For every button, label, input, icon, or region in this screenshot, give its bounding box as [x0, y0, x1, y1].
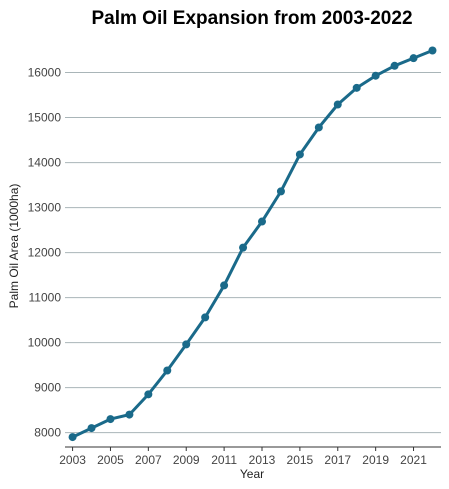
data-point-2006	[125, 411, 133, 419]
y-tick-label: 15000	[28, 111, 62, 125]
series-line	[73, 51, 433, 438]
y-axis-ticks: 8000 9000 10000 11000 12000 13000 14000 15000 16…	[28, 66, 62, 440]
data-point-2020	[391, 62, 399, 70]
x-tick-label: 2013	[249, 453, 276, 467]
data-point-2014	[277, 187, 285, 195]
data-point-2003	[69, 433, 77, 441]
data-point-2015	[296, 150, 304, 158]
data-point-2012	[239, 244, 247, 252]
x-tick-label: 2011	[211, 453, 237, 467]
data-point-2008	[163, 366, 171, 374]
data-point-2009	[182, 340, 190, 348]
y-tick-label: 10000	[28, 336, 62, 350]
data-point-2021	[410, 54, 418, 62]
gridlines	[65, 73, 441, 433]
data-point-2011	[220, 281, 228, 289]
x-tick-label: 2005	[97, 453, 124, 467]
data-point-2019	[372, 72, 380, 80]
x-tick-label: 2003	[59, 453, 86, 467]
y-tick-label: 9000	[34, 381, 61, 395]
data-point-2016	[315, 123, 323, 131]
y-tick-label: 8000	[34, 426, 61, 440]
y-tick-label: 11000	[29, 291, 62, 305]
y-tick-label: 12000	[28, 246, 62, 260]
x-axis-label: Year	[240, 467, 264, 481]
y-axis-label: Palm Oil Area (1000ha)	[7, 184, 21, 309]
x-tick-label: 2021	[400, 453, 427, 467]
x-tick-label: 2007	[135, 453, 162, 467]
chart-title: Palm Oil Expansion from 2003-2022	[91, 8, 412, 29]
data-point-2018	[353, 84, 361, 92]
data-point-2022	[428, 47, 436, 55]
data-point-2010	[201, 313, 209, 321]
data-point-2017	[334, 101, 342, 109]
series-group	[69, 47, 437, 442]
x-tick-label: 2017	[324, 453, 351, 467]
data-point-2007	[144, 390, 152, 398]
x-tick-label: 2009	[173, 453, 200, 467]
y-tick-label: 14000	[28, 156, 62, 170]
x-tick-label: 2015	[287, 453, 314, 467]
y-tick-label: 13000	[28, 201, 62, 215]
x-axis: 2003 2005 2007 2009 2011 2013 2015 2017 2019 2021	[59, 447, 441, 467]
data-point-2005	[106, 415, 114, 423]
y-tick-label: 16000	[28, 66, 62, 80]
data-point-2013	[258, 218, 266, 226]
data-point-2004	[88, 424, 96, 432]
x-tick-label: 2019	[362, 453, 389, 467]
